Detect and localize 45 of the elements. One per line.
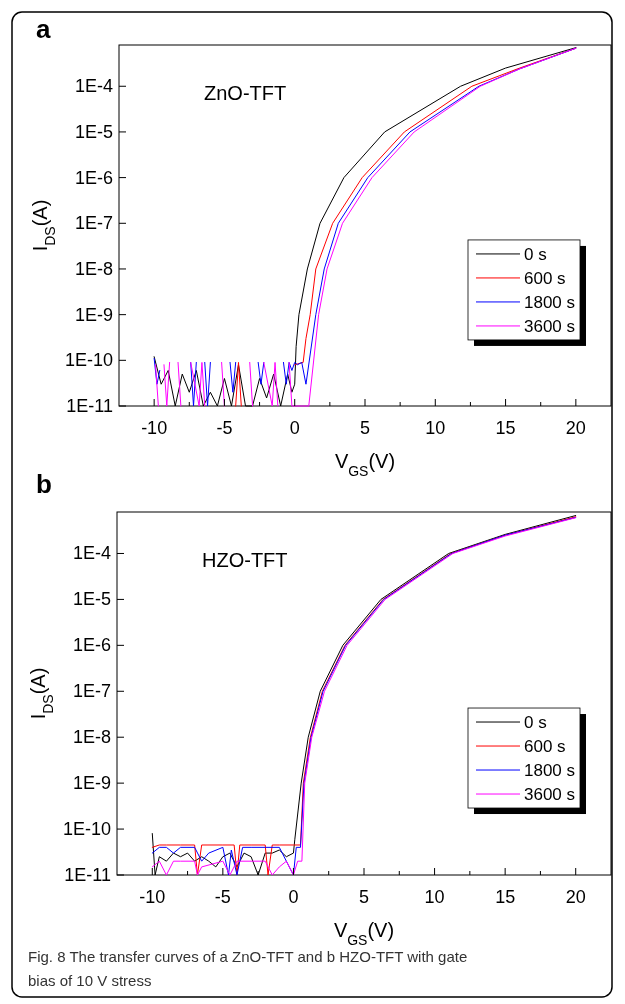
chart-title: a — [36, 14, 51, 44]
legend-label: 600 s — [524, 268, 566, 288]
y-tick-label: 1E-4 — [74, 76, 113, 97]
legend-label: 1800 s — [524, 761, 576, 781]
legend-label: 1800 s — [524, 292, 576, 312]
chart-title: b — [36, 469, 52, 499]
y-tick-label: 1E-7 — [74, 213, 113, 234]
y-tick-label: 1E-6 — [72, 635, 111, 656]
y-tick-label: 1E-9 — [74, 304, 113, 325]
x-tick-label: -10 — [139, 887, 166, 907]
legend-label: 3600 s — [524, 785, 576, 805]
caption: Fig. 8 The transfer curves of a ZnO-TFT and b HZO-TFT with gate bias of 10 V stress — [28, 948, 468, 989]
y-tick-label: 1E-7 — [72, 681, 111, 702]
annotation: ZnO-TFT — [204, 82, 287, 104]
legend-label: 0 s — [524, 713, 547, 733]
x-axis-title: V$_{GS}$(V) — [334, 450, 396, 479]
y-tick-label: 1E-11 — [66, 396, 113, 416]
y-tick-label: 1E-4 — [72, 543, 111, 564]
x-tick-label: -10 — [141, 418, 168, 438]
y-tick-label: 1E-10 — [62, 819, 111, 840]
y-tick-label: 1E-5 — [72, 589, 111, 610]
x-tick-label: 5 — [359, 418, 371, 438]
x-tick-label: 10 — [424, 887, 445, 907]
x-tick-label: 20 — [565, 418, 586, 438]
x-tick-label: 0 — [289, 418, 300, 438]
y-tick-label: 1E-10 — [64, 350, 113, 371]
x-tick-label: 20 — [565, 887, 586, 907]
legend-label: 3600 s — [524, 316, 576, 336]
x-axis-title: V$_{GS}$(V) — [333, 919, 395, 948]
legend-label: 0 s — [524, 244, 547, 264]
x-tick-label: -5 — [216, 418, 233, 438]
x-tick-label: 10 — [425, 418, 446, 438]
x-tick-label: 15 — [495, 418, 516, 438]
x-tick-label: 0 — [288, 887, 299, 907]
y-tick-label: 1E-5 — [74, 121, 113, 142]
y-tick-label: 1E-8 — [74, 258, 113, 279]
y-tick-label: 1E-6 — [74, 167, 113, 188]
y-tick-label: 1E-8 — [72, 727, 111, 748]
x-tick-label: 5 — [358, 887, 370, 907]
annotation: HZO-TFT — [202, 549, 288, 571]
y-tick-label: 1E-11 — [64, 865, 111, 885]
x-tick-label: -5 — [214, 887, 231, 907]
legend-label: 600 s — [524, 737, 566, 757]
y-tick-label: 1E-9 — [72, 773, 111, 794]
x-tick-label: 15 — [495, 887, 516, 907]
